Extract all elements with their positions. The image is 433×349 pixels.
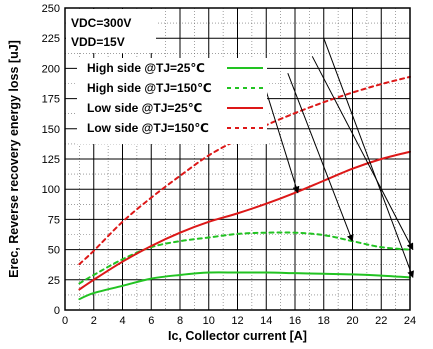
legend-label-3: Low side @TJ=150℃ (87, 121, 209, 135)
condition-vdc: VDC=300V (71, 16, 131, 30)
y-axis-label: Erec, Reverse recovery energy loss [uJ] (7, 40, 21, 278)
annotation-arrow-1 (311, 56, 414, 251)
x-tick-label: 18 (318, 315, 330, 327)
x-tick-label: 2 (91, 315, 97, 327)
y-tick-label: 250 (42, 3, 60, 15)
legend-label-1: High side @TJ=150℃ (87, 81, 212, 95)
y-tick-label: 150 (42, 124, 60, 136)
x-tick-label: 10 (203, 315, 215, 327)
x-axis-label: Ic, Collector current [A] (168, 329, 307, 343)
x-tick-label: 0 (62, 315, 68, 327)
y-tick-label: 0 (54, 305, 60, 317)
y-tick-label: 25 (48, 275, 60, 287)
legend-label-2: Low side @TJ=25℃ (87, 101, 202, 115)
y-tick-label: 200 (42, 63, 60, 75)
x-tick-label: 8 (177, 315, 183, 327)
x-tick-label: 24 (404, 315, 416, 327)
x-tick-label: 16 (289, 315, 301, 327)
y-tick-label: 100 (42, 184, 60, 196)
annotation-arrow-2 (287, 73, 354, 242)
legend-label-0: High side @TJ=25℃ (87, 61, 205, 75)
legend: High side @TJ=25℃ High side @TJ=150℃ Low s… (77, 58, 267, 144)
x-tick-label: 6 (148, 315, 154, 327)
y-tick-label: 175 (42, 94, 60, 106)
plot-frame (64, 7, 411, 311)
x-tick-label: 4 (119, 315, 125, 327)
y-tick-label: 50 (48, 245, 60, 257)
series-line-0 (78, 271, 411, 301)
annotation-arrow-3 (265, 91, 300, 194)
y-tick-label: 125 (42, 154, 60, 166)
conditions-box (66, 9, 156, 53)
series-line-2 (78, 150, 411, 291)
tick-labels: 0 2 4 6 8 10 12 14 16 18 20 22 240255075100125150175… (42, 3, 416, 327)
y-tick-label: 225 (42, 33, 60, 45)
x-tick-label: 12 (231, 315, 243, 327)
x-tick-label: 20 (346, 315, 358, 327)
y-tick-label: 75 (48, 214, 60, 226)
x-tick-label: 14 (260, 315, 272, 327)
annotation-arrows (265, 38, 414, 279)
condition-vdd: VDD=15V (71, 35, 125, 49)
annotation-arrow-0 (323, 38, 414, 279)
legend-background (77, 58, 267, 144)
x-tick-label: 22 (375, 315, 387, 327)
